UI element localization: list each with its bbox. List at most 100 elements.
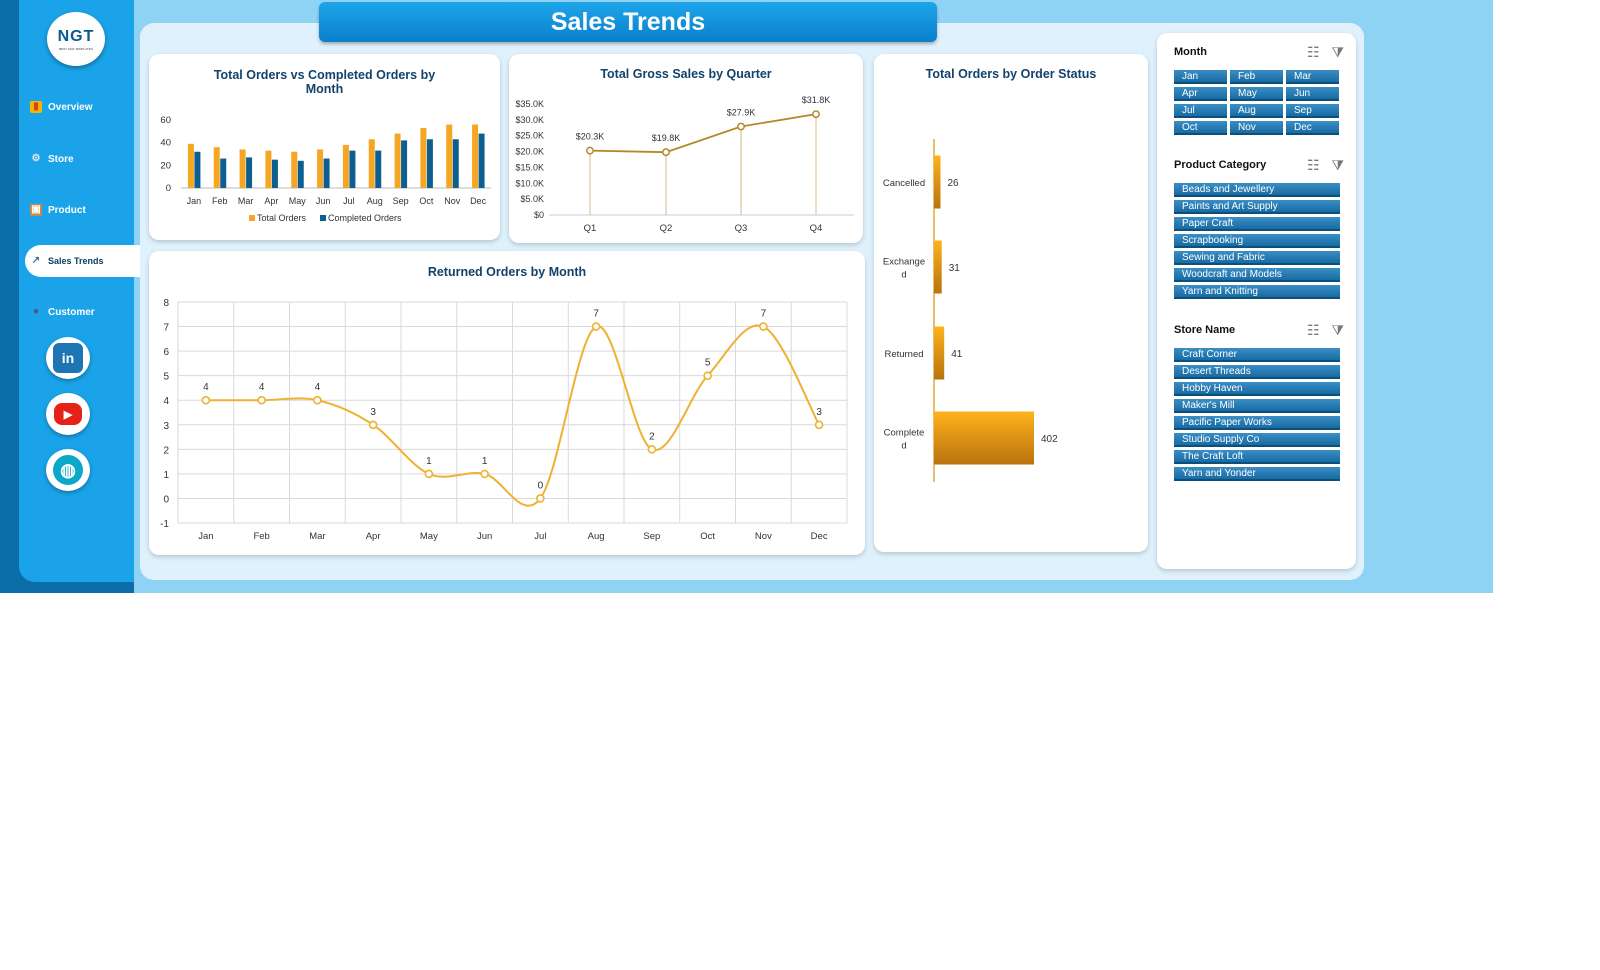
slicer-item[interactable]: Paper Craft (1174, 217, 1340, 231)
slicer-item[interactable]: Desert Threads (1174, 365, 1340, 379)
slicer-item[interactable]: The Craft Loft (1174, 450, 1340, 464)
clear-filter-icon[interactable]: ⧩ (1331, 44, 1345, 60)
bar-total-orders (265, 150, 272, 188)
data-label: 4 (259, 382, 265, 393)
x-tick-label: Sep (393, 196, 409, 206)
x-tick-label: Aug (367, 196, 383, 206)
slicer-item[interactable]: Paints and Art Supply (1174, 200, 1340, 214)
status-bar (934, 240, 942, 294)
slicer-item[interactable]: Jul (1174, 104, 1227, 118)
x-tick-label: Q2 (660, 223, 673, 234)
y-tick-label: $10.0K (515, 178, 544, 188)
slicer-item[interactable]: Jan (1174, 70, 1227, 84)
slicer-item[interactable]: Beads and Jewellery (1174, 183, 1340, 197)
logo-subtitle: BEST NGR TEMPLATES (59, 46, 93, 51)
slicer-item[interactable]: Studio Supply Co (1174, 433, 1340, 447)
slicer-item[interactable]: Scrapbooking (1174, 234, 1340, 248)
data-label: 41 (951, 349, 963, 360)
slicer-item[interactable]: Feb (1230, 70, 1283, 84)
multi-select-icon[interactable]: ☷ (1306, 157, 1320, 173)
data-label: $27.9K (727, 108, 756, 118)
slicer-item[interactable]: Oct (1174, 121, 1227, 135)
dashboard: NGT BEST NGR TEMPLATES ▮ Overview ⚙ Stor… (0, 0, 1493, 593)
slicer-item[interactable]: Woodcraft and Models (1174, 268, 1340, 282)
nav-store[interactable]: ⚙ Store (30, 146, 74, 172)
status-bar (934, 155, 941, 209)
bar-completed-orders (246, 157, 253, 188)
slicer-item[interactable]: Pacific Paper Works (1174, 416, 1340, 430)
x-tick-label: Jan (198, 531, 213, 542)
line-chart-returned-orders: -1 0 1 2 3 4 5 6 7 8 4 Jan 4 Feb 4 Mar 3 Apr 1 May 1 Jun 0 Jul 7… (160, 298, 848, 542)
clear-filter-icon[interactable]: ⧩ (1331, 157, 1345, 173)
x-tick-label: Mar (238, 196, 254, 206)
slicer-item[interactable]: Dec (1286, 121, 1339, 135)
slicer-item[interactable]: Craft Corner (1174, 348, 1340, 362)
bar-total-orders (420, 127, 427, 188)
bar-total-orders (291, 151, 298, 188)
youtube-button[interactable]: ▶ (46, 393, 90, 435)
slicer-item[interactable]: Apr (1174, 87, 1227, 101)
bar-completed-orders (478, 133, 485, 188)
x-tick-label: Jan (187, 196, 202, 206)
bar-completed-orders (194, 151, 201, 188)
category-label: Returned (884, 349, 923, 360)
slicer-item[interactable]: May (1230, 87, 1283, 101)
x-tick-label: Apr (366, 531, 381, 542)
clear-filter-icon[interactable]: ⧩ (1331, 322, 1345, 338)
x-tick-label: Feb (253, 531, 269, 542)
data-label: 7 (593, 309, 599, 320)
data-point (424, 469, 434, 479)
slicer-item[interactable]: Yarn and Yonder (1174, 467, 1340, 481)
y-tick-label: 6 (163, 347, 169, 358)
slicer-item[interactable]: Maker's Mill (1174, 399, 1340, 413)
multi-select-icon[interactable]: ☷ (1306, 322, 1320, 338)
nav-overview[interactable]: ▮ Overview (30, 94, 92, 120)
data-label: $20.3K (576, 132, 605, 142)
data-label: 26 (947, 178, 959, 189)
nav-product[interactable]: ▣ Product (30, 197, 86, 223)
linkedin-icon: in (53, 343, 83, 373)
slicer-item[interactable]: Sep (1286, 104, 1339, 118)
data-point (737, 122, 745, 131)
box-icon: ▣ (30, 204, 42, 216)
data-point (313, 395, 322, 405)
nav-customer[interactable]: ● Customer (30, 299, 95, 325)
slicer-title: Product Category (1174, 159, 1267, 171)
nav-sales-trends[interactable]: ↗ Sales Trends (30, 248, 104, 274)
slicer-item[interactable]: Yarn and Knitting (1174, 285, 1340, 299)
data-point (257, 395, 266, 405)
legend-label: Completed Orders (328, 213, 402, 223)
bar-chart-icon: ▮ (30, 101, 42, 113)
linkedin-button[interactable]: in (46, 337, 90, 379)
category-label: Cancelled (883, 178, 925, 189)
data-label: 4 (203, 382, 209, 393)
y-tick-label: $35.0K (515, 99, 544, 109)
sidebar-panel (19, 0, 134, 582)
y-tick-label: 8 (163, 298, 169, 309)
y-tick-label: 0 (166, 183, 171, 194)
category-label: d (901, 441, 906, 452)
bar-completed-orders (220, 158, 227, 188)
slicer-item[interactable]: Hobby Haven (1174, 382, 1340, 396)
bar-total-orders (472, 124, 479, 188)
multi-select-icon[interactable]: ☷ (1306, 44, 1320, 60)
data-label: 31 (949, 263, 961, 274)
slicer-item[interactable]: Aug (1230, 104, 1283, 118)
x-tick-label: Apr (264, 196, 278, 206)
slicer-item[interactable]: Jun (1286, 87, 1339, 101)
data-point (812, 110, 820, 119)
data-point (480, 469, 489, 479)
data-label: 402 (1041, 434, 1058, 445)
bar-completed-orders (375, 150, 382, 188)
nav-product-label: Product (48, 204, 86, 216)
data-label: 5 (705, 358, 711, 369)
slicer-item[interactable]: Mar (1286, 70, 1339, 84)
bar-total-orders (213, 147, 220, 188)
data-label: 4 (315, 382, 321, 393)
data-point (703, 371, 712, 380)
bar-completed-orders (426, 139, 433, 188)
nav-active-highlight (25, 245, 140, 277)
slicer-item[interactable]: Sewing and Fabric (1174, 251, 1340, 265)
slicer-item[interactable]: Nov (1230, 121, 1283, 135)
website-button[interactable]: ◍ (46, 449, 90, 491)
